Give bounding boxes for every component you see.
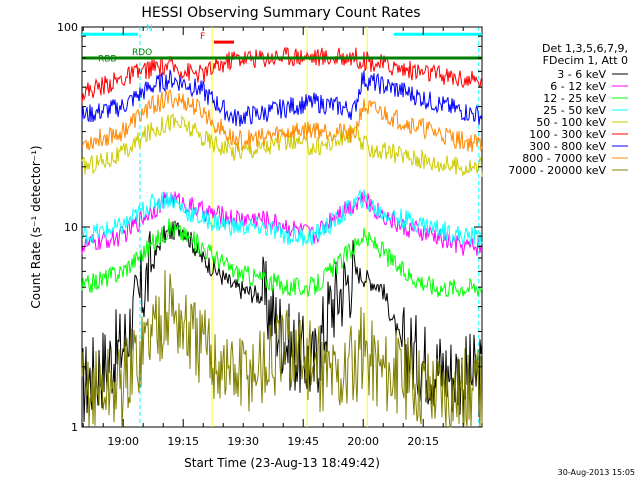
- legend-label: 7000 - 20000 keV: [508, 164, 606, 177]
- legend-label: 300 - 800 keV: [529, 140, 606, 153]
- series-line-0: [81, 220, 483, 423]
- y-axis-label: Count Rate (s⁻¹ detector⁻¹): [29, 145, 43, 308]
- legend-label: 6 - 12 keV: [550, 80, 606, 93]
- status-label: N: [146, 24, 153, 34]
- legend: Det 1,3,5,6,7,9,FDecim 1, Att 03 - 6 keV…: [508, 42, 628, 177]
- x-tick-label: 19:15: [167, 435, 199, 448]
- x-tick-label: 19:00: [107, 435, 139, 448]
- status-label: RBB: [98, 54, 117, 64]
- series-line-6: [81, 69, 483, 127]
- status-bars: N F RDO RBB: [82, 24, 482, 64]
- chart-title: HESSI Observing Summary Count Rates: [141, 5, 420, 21]
- series-line-7: [81, 89, 483, 153]
- x-tick-label: 19:45: [287, 435, 319, 448]
- legend-label: 25 - 50 keV: [543, 104, 606, 117]
- legend-label: 50 - 100 keV: [536, 116, 606, 129]
- x-axis: 19:00 19:15 19:30 19:45 20:00 20:15: [82, 27, 464, 448]
- y-tick-label: 10: [64, 221, 78, 234]
- date-stamp: 30-Aug-2013 15:05: [558, 468, 635, 477]
- status-label: F: [200, 32, 205, 42]
- y-tick-label: 1: [71, 421, 78, 434]
- legend-label: 800 - 7000 keV: [522, 152, 606, 165]
- x-tick-label: 20:00: [347, 435, 379, 448]
- series-line-5: [81, 47, 483, 103]
- plot-area: N F RDO RBB 1 10 100 19:00 19:15 19:30 19:45 20:0…: [57, 21, 483, 448]
- y-axis: 1 10 100: [57, 21, 482, 434]
- status-label: RDO: [132, 48, 152, 58]
- series-line-8: [81, 270, 483, 428]
- legend-label: 3 - 6 keV: [557, 68, 606, 81]
- series-line-4: [81, 112, 483, 178]
- legend-header: FDecim 1, Att 0: [543, 54, 628, 67]
- legend-header: Det 1,3,5,6,7,9,: [542, 42, 628, 55]
- series-layer: [81, 47, 483, 428]
- x-tick-label: 19:30: [227, 435, 259, 448]
- y-tick-label: 100: [57, 21, 78, 34]
- series-line-3: [81, 189, 483, 246]
- legend-label: 12 - 25 keV: [543, 92, 606, 105]
- x-axis-label: Start Time (23-Aug-13 18:49:42): [184, 456, 380, 470]
- x-tick-label: 20:15: [407, 435, 439, 448]
- series-line-2: [81, 218, 483, 298]
- legend-label: 100 - 300 keV: [529, 128, 606, 141]
